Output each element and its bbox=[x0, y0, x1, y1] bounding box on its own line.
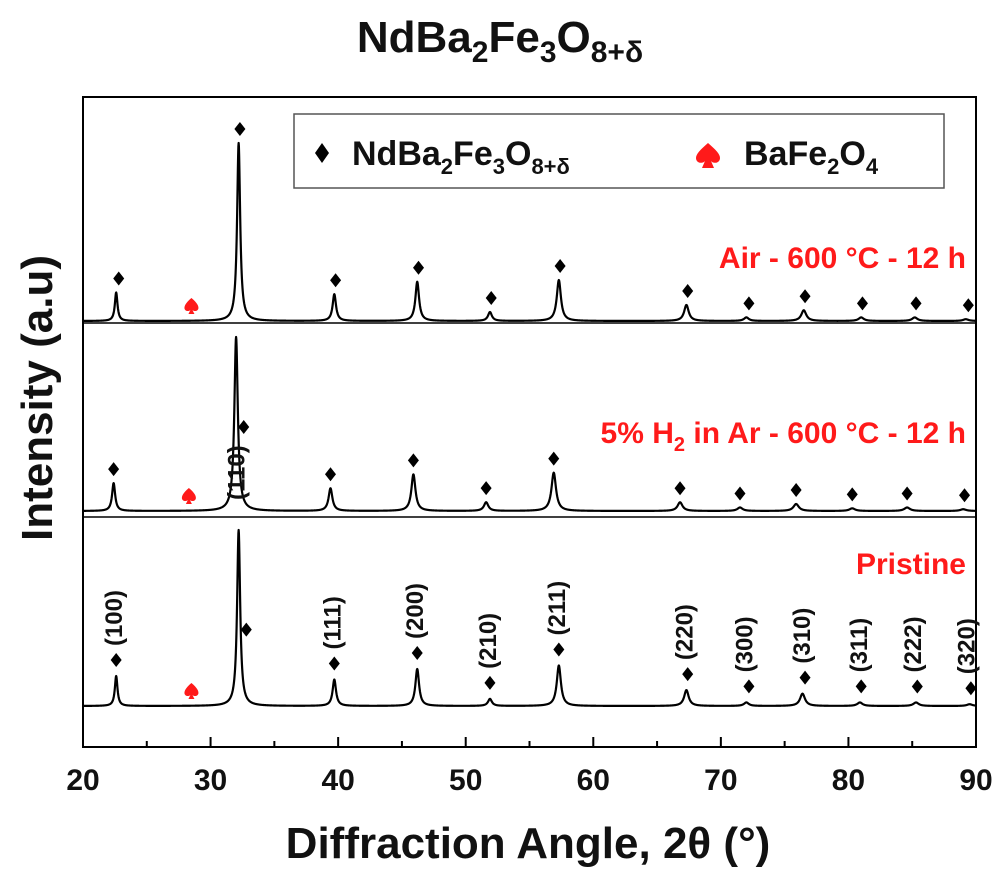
series-trace bbox=[82, 528, 977, 708]
peak-marker-diamond bbox=[113, 271, 125, 286]
peak-marker-diamond bbox=[799, 670, 811, 685]
peak-marker-diamond bbox=[324, 467, 336, 482]
hkl-label: (110) bbox=[224, 445, 251, 500]
sample-label-air: Air - 600 °C - 12 h bbox=[719, 242, 966, 275]
peak-marker-diamond bbox=[965, 681, 977, 696]
peak-marker-diamond bbox=[799, 289, 811, 304]
peak-marker-diamond bbox=[743, 296, 755, 311]
x-tick-label: 30 bbox=[194, 764, 227, 797]
x-tick-label: 50 bbox=[449, 764, 482, 797]
x-tick-label: 80 bbox=[832, 764, 865, 797]
peak-marker-diamond bbox=[240, 622, 252, 637]
peak-marker-diamond bbox=[959, 488, 971, 503]
peak-marker-diamond bbox=[901, 486, 913, 501]
peak-marker-diamond bbox=[328, 656, 340, 671]
peak-marker-diamond bbox=[682, 667, 694, 682]
peak-marker-diamond bbox=[911, 679, 923, 694]
hkl-label: (100) bbox=[101, 590, 128, 646]
peak-marker-diamond bbox=[856, 296, 868, 311]
x-tick-label: 40 bbox=[321, 764, 354, 797]
legend-spade-icon bbox=[696, 143, 720, 168]
hkl-label: (200) bbox=[402, 583, 429, 639]
x-axis-label: Diffraction Angle, 2θ (°) bbox=[286, 819, 771, 868]
peak-marker-diamond bbox=[553, 642, 565, 657]
y-axis-label: Intensity (a.u) bbox=[13, 255, 62, 541]
legend-entry-ndbafeo: NdBa2Fe3O8+δ bbox=[352, 135, 570, 179]
peak-marker-diamond bbox=[330, 273, 342, 288]
hkl-label: (310) bbox=[789, 608, 816, 664]
peak-marker-diamond bbox=[485, 290, 497, 305]
x-tick-label: 60 bbox=[577, 764, 610, 797]
sample-label-pristine: Pristine bbox=[856, 548, 966, 581]
peak-marker-diamond bbox=[962, 298, 974, 313]
x-tick-label: 70 bbox=[704, 764, 737, 797]
hkl-label: (222) bbox=[900, 616, 927, 672]
hkl-label: (220) bbox=[671, 604, 698, 660]
peak-marker-spade bbox=[184, 298, 199, 314]
peak-marker-diamond bbox=[846, 487, 858, 502]
chart-title: NdBa2Fe3O8+δ bbox=[357, 13, 643, 69]
peak-marker-diamond bbox=[682, 283, 694, 298]
peak-marker-diamond bbox=[480, 481, 492, 496]
legend-diamond-icon bbox=[315, 143, 329, 163]
peak-marker-diamond bbox=[238, 420, 250, 435]
x-tick-label: 90 bbox=[959, 764, 992, 797]
sample-label-h2: 5% H2 in Ar - 600 °C - 12 h bbox=[601, 417, 966, 456]
peak-marker-diamond bbox=[674, 481, 686, 496]
peak-marker-diamond bbox=[734, 486, 746, 501]
peak-marker-diamond bbox=[554, 259, 566, 274]
peak-marker-spade bbox=[184, 683, 199, 699]
x-tick-label: 20 bbox=[66, 764, 99, 797]
peak-marker-diamond bbox=[108, 462, 120, 477]
peak-marker-diamond bbox=[234, 121, 246, 136]
legend-entry-bafeo: BaFe2O4 bbox=[744, 135, 879, 179]
peak-marker-diamond bbox=[790, 483, 802, 498]
peak-marker-diamond bbox=[413, 260, 425, 275]
peak-marker-diamond bbox=[855, 679, 867, 694]
hkl-label: (300) bbox=[731, 616, 758, 672]
series-trace bbox=[82, 141, 977, 322]
series-trace bbox=[82, 335, 977, 513]
peak-marker-diamond bbox=[743, 679, 755, 694]
legend: NdBa2Fe3O8+δ BaFe2O4 bbox=[293, 113, 945, 189]
peak-marker-diamond bbox=[484, 675, 496, 690]
peak-marker-spade bbox=[181, 488, 196, 504]
peak-marker-diamond bbox=[110, 653, 122, 668]
hkl-label: (320) bbox=[953, 618, 980, 674]
hkl-label: (210) bbox=[475, 613, 502, 669]
peak-marker-diamond bbox=[548, 451, 560, 466]
legend-box bbox=[293, 113, 945, 189]
hkl-label: (111) bbox=[319, 596, 346, 649]
peak-marker-diamond bbox=[407, 453, 419, 468]
peak-marker-diamond bbox=[910, 296, 922, 311]
hkl-label: (211) bbox=[544, 581, 571, 636]
peak-marker-diamond bbox=[411, 645, 423, 660]
hkl-label: (311) bbox=[846, 618, 873, 673]
